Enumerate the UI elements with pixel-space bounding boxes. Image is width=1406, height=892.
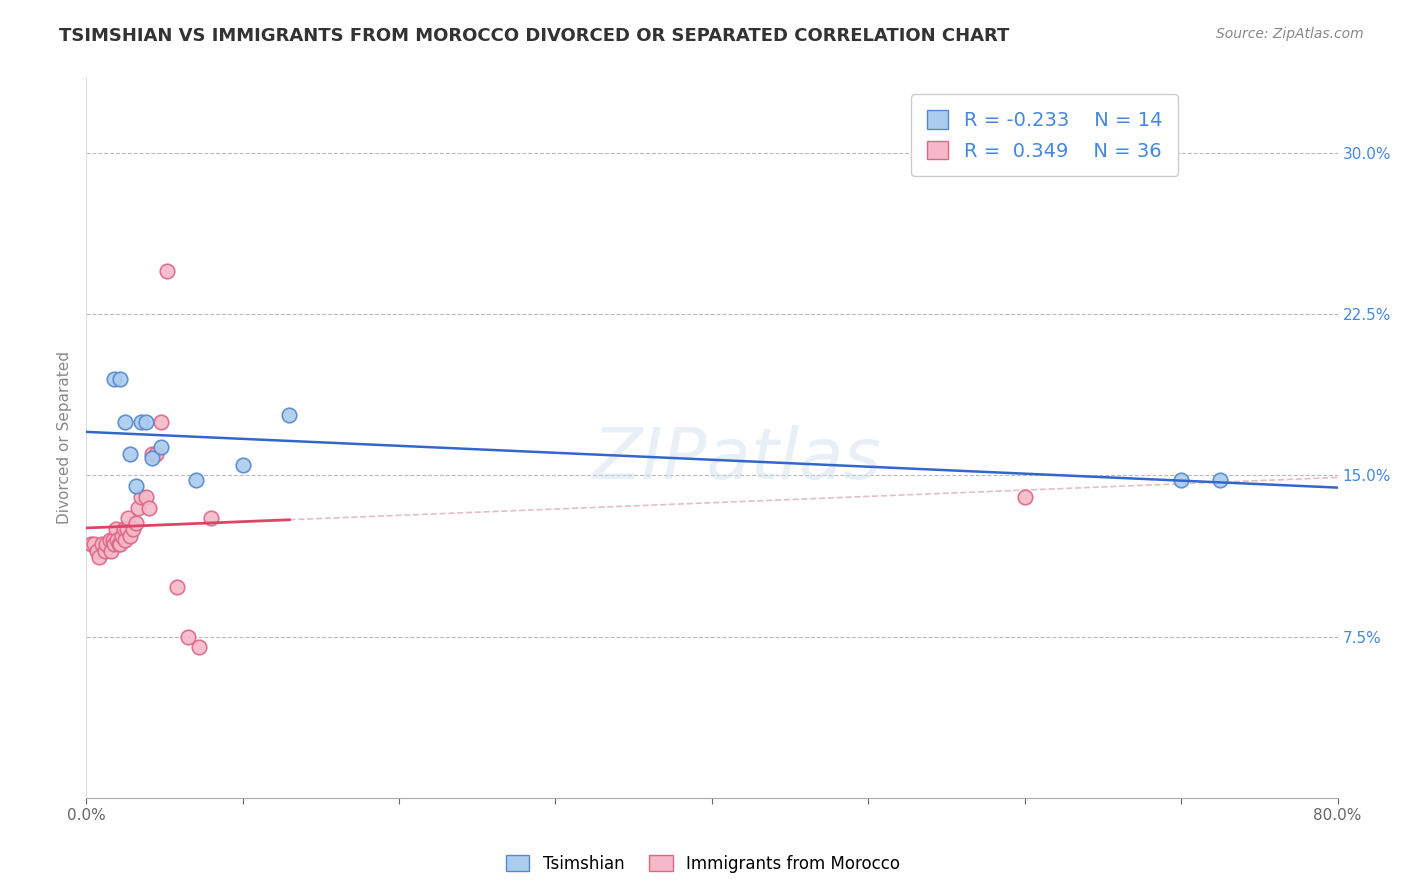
Point <box>184 473 207 487</box>
Point <box>100 543 122 558</box>
Point <box>103 371 125 385</box>
Point <box>90 537 112 551</box>
Point <box>114 533 136 547</box>
Point <box>166 580 188 594</box>
Point <box>80 537 103 551</box>
Point <box>115 522 138 536</box>
Point <box>105 533 128 547</box>
Point <box>122 522 145 536</box>
Point <box>150 415 173 429</box>
Point <box>278 408 301 422</box>
Legend: R = -0.233    N = 14, R =  0.349    N = 36: R = -0.233 N = 14, R = 0.349 N = 36 <box>911 95 1178 176</box>
Point <box>127 500 149 515</box>
Point <box>104 522 127 536</box>
Point <box>177 630 200 644</box>
Point <box>96 537 118 551</box>
Legend: Tsimshian, Immigrants from Morocco: Tsimshian, Immigrants from Morocco <box>499 848 907 880</box>
Point <box>1014 490 1036 504</box>
Point <box>98 533 121 547</box>
Point <box>111 528 134 542</box>
Point <box>145 447 167 461</box>
Point <box>141 447 163 461</box>
Point <box>108 537 131 551</box>
Point <box>141 451 163 466</box>
Point <box>125 479 148 493</box>
Point <box>231 458 253 472</box>
Point <box>150 441 173 455</box>
Point <box>118 447 141 461</box>
Text: Source: ZipAtlas.com: Source: ZipAtlas.com <box>1216 27 1364 41</box>
Text: ZIPatlas: ZIPatlas <box>592 425 882 494</box>
Point <box>1209 473 1232 487</box>
Point <box>125 516 148 530</box>
Point <box>117 511 139 525</box>
Point <box>110 537 132 551</box>
Text: TSIMSHIAN VS IMMIGRANTS FROM MOROCCO DIVORCED OR SEPARATED CORRELATION CHART: TSIMSHIAN VS IMMIGRANTS FROM MOROCCO DIV… <box>59 27 1010 45</box>
Point <box>134 490 156 504</box>
Point <box>1170 473 1192 487</box>
Point <box>94 543 117 558</box>
Point <box>83 537 105 551</box>
Point <box>187 640 209 655</box>
Point <box>129 490 152 504</box>
Point <box>110 371 132 385</box>
Point <box>101 533 124 547</box>
Y-axis label: Divorced or Separated: Divorced or Separated <box>58 351 72 524</box>
Point <box>129 415 152 429</box>
Point <box>114 415 136 429</box>
Point <box>86 543 108 558</box>
Point <box>112 522 135 536</box>
Point <box>87 550 110 565</box>
Point <box>156 264 179 278</box>
Point <box>134 415 156 429</box>
Point <box>138 500 160 515</box>
Point <box>118 528 141 542</box>
Point <box>103 537 125 551</box>
Point <box>200 511 222 525</box>
